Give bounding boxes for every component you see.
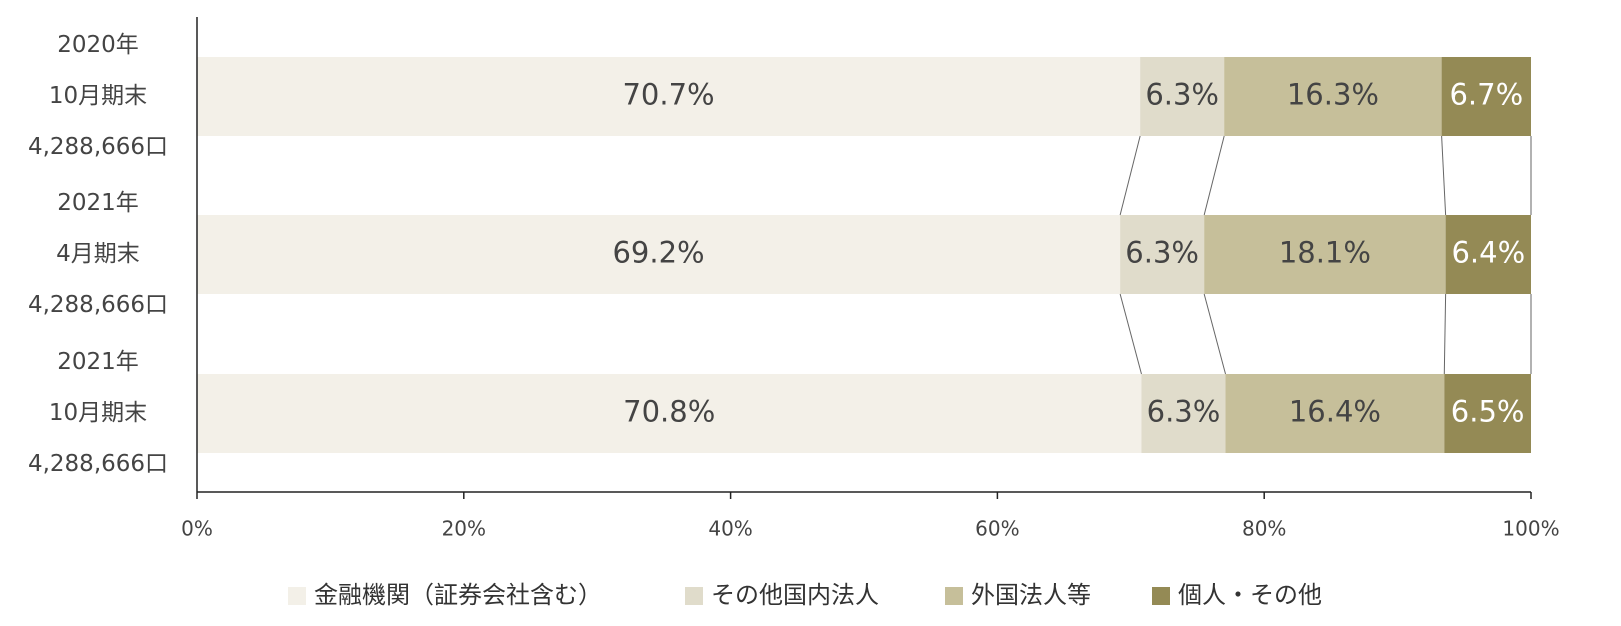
connector xyxy=(1119,293,1142,375)
category-label: 4,288,666口 xyxy=(28,134,168,160)
value-label: 16.3% xyxy=(1287,78,1379,112)
value-label: 6.3% xyxy=(1147,395,1221,429)
bar-segment xyxy=(197,374,1142,453)
x-tick-label: 60% xyxy=(975,517,1019,541)
bar-segment xyxy=(1140,57,1225,136)
bar-segment xyxy=(1204,215,1446,294)
legend-label: 外国法人等 xyxy=(971,581,1091,609)
value-label: 6.3% xyxy=(1125,236,1199,270)
value-label: 70.7% xyxy=(622,78,714,112)
value-label: 70.8% xyxy=(623,395,715,429)
connector xyxy=(1443,293,1447,375)
category-label: 10月期末 xyxy=(49,83,147,109)
bar-segment xyxy=(197,215,1121,294)
value-label: 6.3% xyxy=(1145,78,1219,112)
bar-segment xyxy=(1224,57,1442,136)
category-label: 4,288,666口 xyxy=(28,451,168,477)
value-label: 69.2% xyxy=(612,236,704,270)
bar-segment xyxy=(1444,374,1531,453)
category-label: 4月期末 xyxy=(56,241,140,267)
connector xyxy=(1441,135,1447,216)
connector xyxy=(1119,135,1141,216)
bar-segment xyxy=(1120,215,1205,294)
legend-swatch xyxy=(945,587,963,605)
legend-label: 金融機関（証券会社含む） xyxy=(314,581,602,609)
legend-swatch xyxy=(288,587,306,605)
legend-label: 個人・その他 xyxy=(1178,581,1322,609)
category-label: 10月期末 xyxy=(49,400,147,426)
bar-segment xyxy=(1141,374,1226,453)
bar-segment xyxy=(197,57,1141,136)
value-label: 18.1% xyxy=(1279,236,1371,270)
legend-label: その他国内法人 xyxy=(711,581,879,609)
x-tick-label: 100% xyxy=(1502,517,1559,541)
x-tick-label: 80% xyxy=(1242,517,1286,541)
category-label: 2020年 xyxy=(57,32,139,58)
category-label: 2021年 xyxy=(57,190,139,216)
bar-segment xyxy=(1225,374,1445,453)
legend-swatch xyxy=(685,587,703,605)
legend-swatch xyxy=(1152,587,1170,605)
bar-segment xyxy=(1441,57,1531,136)
x-tick-label: 0% xyxy=(181,517,213,541)
bar-segment xyxy=(1445,215,1531,294)
x-tick-label: 40% xyxy=(708,517,752,541)
x-tick-label: 20% xyxy=(442,517,486,541)
value-label: 6.4% xyxy=(1451,236,1525,270)
value-label: 16.4% xyxy=(1289,395,1381,429)
value-label: 6.5% xyxy=(1451,395,1525,429)
connector xyxy=(1203,135,1225,216)
connector xyxy=(1203,293,1226,375)
value-label: 6.7% xyxy=(1449,78,1523,112)
category-label: 4,288,666口 xyxy=(28,292,168,318)
category-label: 2021年 xyxy=(57,349,139,375)
